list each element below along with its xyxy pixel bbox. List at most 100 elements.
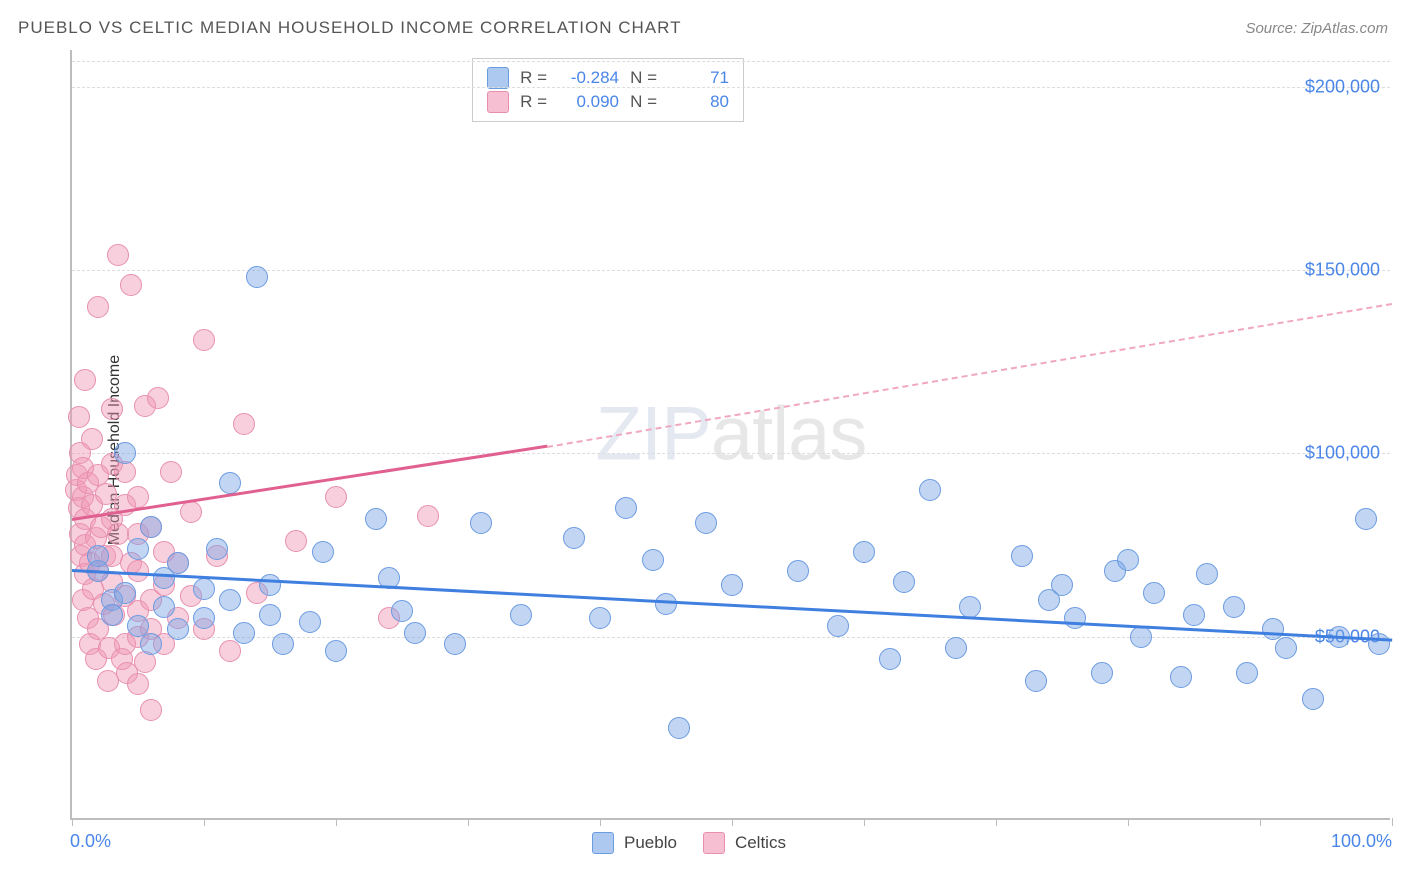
y-tick-label: $200,000 [1305, 76, 1380, 97]
x-tick [72, 818, 73, 826]
data-point [81, 428, 103, 450]
gridline [72, 637, 1390, 638]
data-point [160, 461, 182, 483]
data-point [219, 472, 241, 494]
data-point [1368, 633, 1390, 655]
watermark: ZIPatlas [596, 391, 867, 478]
data-point [140, 516, 162, 538]
data-point [312, 541, 334, 563]
data-point [233, 622, 255, 644]
stat-r-label: R = [519, 68, 547, 88]
data-point [167, 552, 189, 574]
stats-legend: R = -0.284 N = 71 R = 0.090 N = 80 [472, 58, 744, 122]
x-tick [732, 818, 733, 826]
data-point [101, 398, 123, 420]
data-point [1170, 666, 1192, 688]
legend-label-celtics: Celtics [735, 833, 786, 853]
legend-item-pueblo: Pueblo [592, 832, 677, 854]
data-point [1130, 626, 1152, 648]
data-point [87, 545, 109, 567]
x-tick [204, 818, 205, 826]
data-point [233, 413, 255, 435]
x-tick [468, 818, 469, 826]
bottom-legend: Pueblo Celtics [592, 832, 786, 854]
data-point [193, 329, 215, 351]
data-point [259, 574, 281, 596]
gridline [72, 453, 1390, 454]
data-point [68, 406, 90, 428]
data-point [1196, 563, 1218, 585]
data-point [1051, 574, 1073, 596]
trend-line [547, 303, 1392, 448]
data-point [219, 589, 241, 611]
data-point [107, 244, 129, 266]
data-point [325, 640, 347, 662]
chart-container: Median Household Income ZIPatlas R = -0.… [50, 50, 1390, 850]
stat-n-celtics: 80 [667, 92, 729, 112]
data-point [1355, 508, 1377, 530]
data-point [120, 274, 142, 296]
x-tick [996, 818, 997, 826]
data-point [167, 618, 189, 640]
data-point [695, 512, 717, 534]
data-point [510, 604, 532, 626]
data-point [1223, 596, 1245, 618]
source-attribution: Source: ZipAtlas.com [1245, 20, 1388, 37]
x-start-label: 0.0% [70, 831, 111, 852]
data-point [563, 527, 585, 549]
data-point [1275, 637, 1297, 659]
x-tick [600, 818, 601, 826]
data-point [879, 648, 901, 670]
legend-item-celtics: Celtics [703, 832, 786, 854]
data-point [827, 615, 849, 637]
stat-r-pueblo: -0.284 [557, 68, 619, 88]
data-point [1011, 545, 1033, 567]
data-point [444, 633, 466, 655]
data-point [589, 607, 611, 629]
data-point [127, 560, 149, 582]
data-point [365, 508, 387, 530]
x-tick [1260, 818, 1261, 826]
data-point [193, 578, 215, 600]
x-tick [1128, 818, 1129, 826]
gridline [72, 270, 1390, 271]
data-point [404, 622, 426, 644]
y-tick-label: $100,000 [1305, 443, 1380, 464]
data-point [1302, 688, 1324, 710]
data-point [193, 607, 215, 629]
y-tick-label: $150,000 [1305, 260, 1380, 281]
data-point [127, 486, 149, 508]
chart-title: PUEBLO VS CELTIC MEDIAN HOUSEHOLD INCOME… [18, 18, 681, 38]
legend-swatch-celtics [703, 832, 725, 854]
data-point [127, 673, 149, 695]
data-point [615, 497, 637, 519]
data-point [391, 600, 413, 622]
data-point [147, 387, 169, 409]
data-point [219, 640, 241, 662]
data-point [87, 296, 109, 318]
data-point [1236, 662, 1258, 684]
data-point [140, 699, 162, 721]
data-point [259, 604, 281, 626]
data-point [1064, 607, 1086, 629]
x-tick [864, 818, 865, 826]
data-point [140, 633, 162, 655]
stats-row-celtics: R = 0.090 N = 80 [487, 91, 729, 113]
legend-label-pueblo: Pueblo [624, 833, 677, 853]
data-point [642, 549, 664, 571]
trend-line [72, 445, 548, 521]
x-end-label: 100.0% [1331, 831, 1392, 852]
data-point [180, 501, 202, 523]
stat-r-celtics: 0.090 [557, 92, 619, 112]
data-point [285, 530, 307, 552]
data-point [299, 611, 321, 633]
data-point [1143, 582, 1165, 604]
data-point [114, 582, 136, 604]
stat-n-label: N = [629, 92, 657, 112]
data-point [893, 571, 915, 593]
data-point [114, 442, 136, 464]
data-point [206, 538, 228, 560]
data-point [127, 538, 149, 560]
gridline [72, 61, 1390, 62]
x-tick [1392, 818, 1393, 826]
